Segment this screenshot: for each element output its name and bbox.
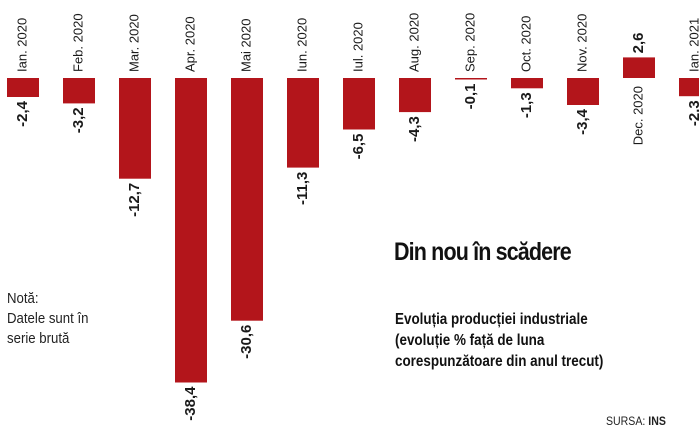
- bar: [119, 78, 151, 179]
- category-label: Ian. 2020: [14, 18, 29, 72]
- value-label: -1,3: [518, 92, 535, 118]
- value-label: -38,4: [182, 386, 199, 421]
- value-label: 2,6: [630, 33, 647, 54]
- bar: [287, 78, 319, 168]
- value-label: -6,5: [350, 134, 367, 160]
- category-label: Mar. 2020: [126, 14, 141, 72]
- value-label: -0,1: [462, 84, 479, 110]
- category-label: Mai 2020: [238, 19, 253, 72]
- note-line: serie brută: [7, 330, 70, 347]
- subtitle-line: Evoluția producției industriale: [395, 311, 588, 328]
- source-name: INS: [648, 414, 666, 428]
- bar: [7, 78, 39, 97]
- bar: [623, 57, 655, 78]
- bar: [511, 78, 543, 89]
- chart-title: Din nou în scădere: [394, 238, 572, 266]
- bar: [175, 78, 207, 383]
- note-line: Notă:: [7, 290, 39, 307]
- category-label: Iun. 2020: [294, 18, 309, 72]
- value-label: -3,2: [70, 107, 87, 133]
- category-label: Feb. 2020: [70, 13, 85, 72]
- category-label: Aug. 2020: [406, 13, 421, 72]
- value-label: -30,6: [238, 325, 255, 359]
- note-line: Datele sunt în: [7, 310, 89, 327]
- bar: [343, 78, 375, 130]
- value-label: -11,3: [294, 172, 311, 205]
- bar: [231, 78, 263, 321]
- category-label: Dec. 2020: [630, 86, 645, 145]
- category-label: Apr. 2020: [182, 16, 197, 72]
- subtitle-line: (evoluție % față de luna: [395, 332, 545, 349]
- category-label: Oct. 2020: [518, 16, 533, 72]
- category-labels-group: Ian. 2020 Feb. 2020 Mar. 2020 Apr. 2020 Mai …: [14, 13, 699, 146]
- category-label: Ian. 2021: [686, 18, 699, 72]
- value-label: -3,4: [574, 108, 591, 135]
- value-label: -12,7: [126, 183, 143, 217]
- chart-subtitle: Evoluția producției industriale (evoluți…: [395, 309, 603, 372]
- bar: [63, 78, 95, 104]
- bars-group: [7, 57, 699, 383]
- bar: [455, 78, 487, 80]
- category-label: Iul. 2020: [350, 22, 365, 72]
- chart-source: SURSA: INS: [606, 414, 666, 428]
- chart-note: Notă: Datele sunt în serie brută: [7, 289, 88, 349]
- bar: [399, 78, 431, 113]
- bar: [679, 78, 699, 97]
- value-label: -2,4: [14, 100, 31, 127]
- source-label: SURSA:: [606, 414, 646, 428]
- value-labels-group: -2,4 -3,2 -12,7 -38,4 -30,6 -11,3 -6,5 -4,3 -0,1…: [14, 33, 699, 421]
- bar: [567, 78, 599, 105]
- value-label: -4,3: [406, 116, 423, 142]
- category-label: Sep. 2020: [462, 13, 477, 72]
- subtitle-line: corespunzătoare din anul trecut): [395, 353, 604, 370]
- category-label: Nov. 2020: [574, 14, 589, 72]
- value-label: -2,3: [686, 100, 699, 126]
